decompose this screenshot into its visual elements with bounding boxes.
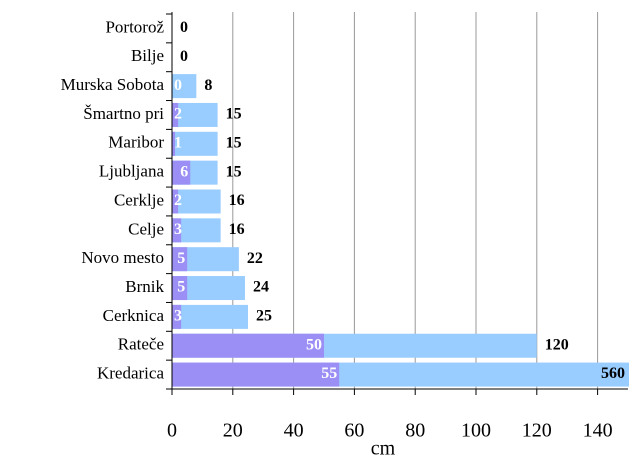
value-label: 0 (180, 48, 188, 65)
value-label: 3 (174, 308, 182, 325)
x-tick-label: 20 (223, 420, 243, 442)
bar (172, 189, 221, 214)
y-tick-label: Novo mesto (81, 248, 164, 267)
value-label: 15 (226, 106, 242, 123)
value-label: 6 (180, 163, 188, 180)
bar (172, 102, 218, 127)
value-label: 50 (306, 336, 322, 353)
x-tick-label: 60 (344, 420, 364, 442)
plot-area (172, 74, 629, 387)
value-label: 24 (253, 279, 269, 296)
value-label: 0 (180, 19, 188, 36)
value-label: 1 (174, 134, 182, 151)
value-label: 25 (256, 308, 272, 325)
bar (172, 333, 324, 358)
bar (172, 160, 191, 185)
value-label: 15 (226, 163, 242, 180)
bar (172, 304, 248, 329)
y-tick-label: Rateče (118, 335, 164, 354)
y-tick-label: Cerknica (103, 306, 165, 325)
x-tick-label: 80 (405, 420, 425, 442)
value-label: 16 (229, 221, 245, 238)
bar (172, 304, 182, 329)
value-label: 55 (321, 365, 337, 382)
value-label: 3 (174, 221, 182, 238)
value-label: 5 (177, 279, 185, 296)
x-tick-label: 0 (167, 420, 177, 442)
x-tick-label: 120 (522, 420, 552, 442)
bar (172, 189, 179, 214)
y-tick-label: Murska Sobota (61, 75, 165, 94)
y-tick-label: Celje (128, 219, 164, 238)
bar (172, 247, 188, 272)
value-label: 15 (226, 134, 242, 151)
x-tick-label: 40 (284, 420, 304, 442)
x-tick-label: 100 (461, 420, 491, 442)
value-label: 560 (601, 365, 625, 382)
value-label: 0 (174, 77, 182, 94)
y-tick-label: Šmartno pri (83, 104, 164, 123)
bar (172, 131, 176, 156)
bar (172, 276, 188, 301)
y-tick-label: Maribor (108, 133, 164, 152)
bar (172, 362, 340, 387)
value-label: 120 (545, 336, 569, 353)
y-tick-label: Brnik (125, 277, 164, 296)
bar (172, 74, 197, 99)
value-label: 22 (247, 250, 263, 267)
x-axis-label: cm (371, 438, 396, 457)
y-tick-label: Kredarica (97, 363, 164, 382)
value-label: 2 (174, 106, 182, 123)
value-label: 16 (229, 192, 245, 209)
value-label: 2 (174, 192, 182, 209)
x-tick-label: 140 (583, 420, 613, 442)
y-tick-label: Ljubljana (99, 162, 165, 181)
y-tick-label: Cerklje (114, 190, 164, 209)
y-tick-label: Portorož (105, 17, 164, 36)
bar (172, 102, 179, 127)
bar (172, 218, 182, 243)
bar (172, 131, 218, 156)
value-label: 5 (177, 250, 185, 267)
value-label: 8 (204, 77, 212, 94)
y-tick-label: Bilje (131, 46, 164, 65)
